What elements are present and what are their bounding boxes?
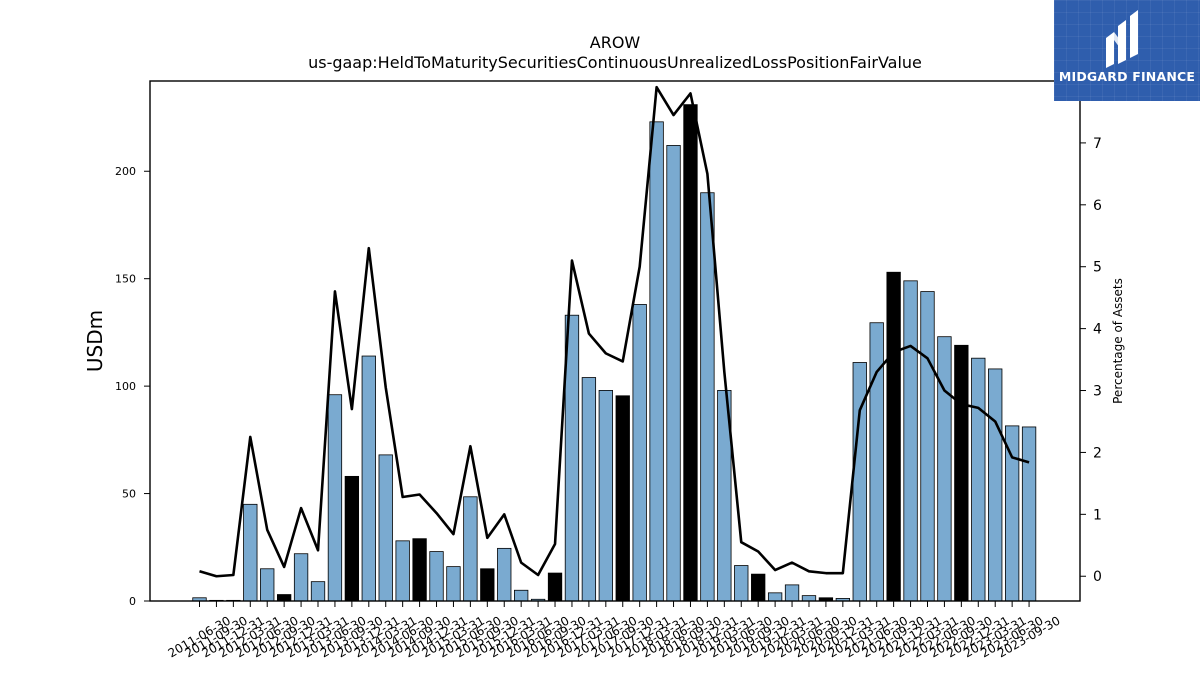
bar bbox=[412, 538, 427, 602]
y-tick-label: 100 bbox=[115, 380, 136, 393]
bar bbox=[615, 395, 630, 602]
bar bbox=[429, 551, 444, 602]
bars-layer bbox=[192, 104, 1037, 602]
bar bbox=[666, 145, 681, 602]
bar bbox=[1004, 425, 1020, 602]
bar bbox=[683, 104, 698, 602]
line-layer bbox=[199, 85, 1030, 578]
bar bbox=[395, 540, 410, 602]
y-tick-label: 50 bbox=[122, 488, 136, 501]
bar bbox=[751, 573, 766, 602]
bar bbox=[463, 496, 478, 602]
bar bbox=[581, 377, 597, 602]
bar bbox=[260, 568, 275, 602]
y-axis-label: USDm bbox=[83, 310, 107, 372]
y-tick-label: 0 bbox=[129, 595, 136, 608]
y2-tick-label: 6 bbox=[1093, 198, 1102, 214]
bar bbox=[784, 584, 800, 602]
bar bbox=[1021, 426, 1037, 602]
y2-axis-label: Percentage of Assets bbox=[1111, 278, 1125, 404]
bar bbox=[598, 390, 613, 602]
y2-tick-label: 5 bbox=[1093, 260, 1102, 276]
bar bbox=[937, 336, 952, 602]
y2-tick-label: 4 bbox=[1093, 322, 1102, 338]
bar bbox=[497, 547, 512, 602]
chart-title: AROW bbox=[590, 33, 641, 52]
bar bbox=[767, 592, 783, 602]
bar bbox=[327, 394, 343, 602]
bar bbox=[971, 357, 986, 602]
bar bbox=[700, 192, 715, 602]
bar bbox=[293, 553, 309, 602]
bar bbox=[988, 368, 1003, 602]
bar bbox=[649, 121, 664, 602]
y2-tick-label: 7 bbox=[1093, 136, 1102, 152]
logo-mark-icon bbox=[1106, 10, 1138, 68]
bar bbox=[886, 271, 901, 602]
bar bbox=[361, 355, 376, 602]
y-tick-label: 150 bbox=[115, 273, 136, 286]
bar bbox=[243, 503, 258, 602]
bar bbox=[378, 454, 393, 602]
y2-tick-label: 1 bbox=[1093, 507, 1102, 523]
y-tick-label: 200 bbox=[115, 165, 136, 178]
bar bbox=[903, 280, 918, 602]
logo-text: MIDGARD FINANCE bbox=[1058, 69, 1196, 84]
plot-frame bbox=[149, 80, 1081, 602]
logo: MIDGARD FINANCE bbox=[1054, 0, 1200, 101]
logo-background-grid bbox=[1054, 0, 1200, 101]
bar bbox=[734, 565, 749, 602]
bar bbox=[344, 475, 360, 602]
bar bbox=[547, 572, 563, 602]
percentage-line bbox=[199, 85, 1030, 578]
bar bbox=[920, 291, 935, 602]
bar bbox=[801, 595, 817, 602]
bar bbox=[276, 594, 292, 602]
chart-subtitle: us-gaap:HeldToMaturitySecuritiesContinuo… bbox=[308, 53, 922, 72]
bar bbox=[446, 566, 461, 602]
bar bbox=[480, 568, 495, 602]
bar bbox=[514, 589, 529, 602]
bar bbox=[310, 581, 326, 602]
y2-tick-label: 3 bbox=[1093, 384, 1102, 400]
y2-tick-label: 2 bbox=[1093, 445, 1102, 461]
bar bbox=[954, 344, 969, 602]
y2-tick-label: 0 bbox=[1093, 569, 1102, 585]
axes-layer: 0501001502000123456782011-06-302011-09-3… bbox=[115, 74, 1102, 660]
bar bbox=[632, 304, 647, 602]
